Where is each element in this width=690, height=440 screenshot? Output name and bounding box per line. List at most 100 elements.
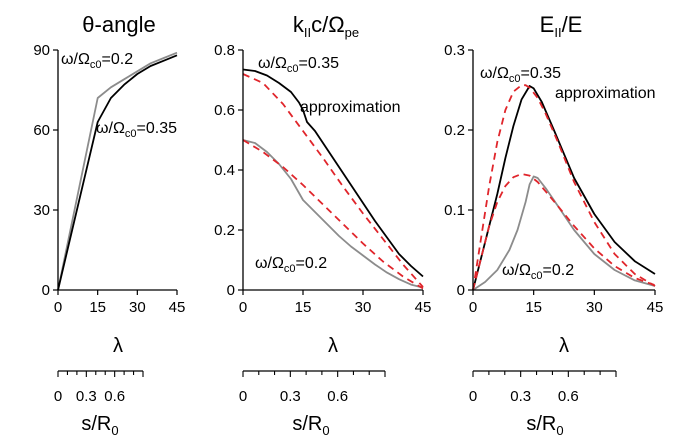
y-tick-label: 90 <box>33 42 50 59</box>
panel-e-parallel: EII/E 00.10.20.30 15 30 45 λ ω/Ωc0=0.35 app… <box>444 12 663 438</box>
secondary-tick-label: 0.6 <box>327 388 348 405</box>
annotation-omega-0.2: ω/Ωc0=0.2 <box>61 51 133 71</box>
x-tick-label: 15 <box>89 299 106 316</box>
y-tick-label: 0.2 <box>444 122 465 139</box>
x-tick-label: 45 <box>415 299 432 316</box>
y-tick-label: 30 <box>33 202 50 219</box>
annotation-approximation: approximation <box>300 99 401 116</box>
annotation-omega-0.35: ω/Ωc0=0.35 <box>480 65 561 85</box>
y-tick-label: 0.6 <box>214 102 235 119</box>
secondary-axis: 0 0.3 0.6 <box>239 370 386 405</box>
secondary-tick-label: 0.3 <box>510 388 531 405</box>
panel-title-main: E <box>540 12 555 37</box>
annotation-suffix: =0.2 <box>102 51 134 68</box>
y-tick-label: 0.4 <box>214 162 235 179</box>
secondary-tick-label: 0.3 <box>76 388 97 405</box>
x-tick-label: 30 <box>129 299 146 316</box>
annotation-sub: c0 <box>125 128 137 140</box>
series-line-red-dashed <box>472 173 656 291</box>
x-tick-label: 45 <box>169 299 186 316</box>
x-tick-label: 15 <box>295 299 312 316</box>
panel-title: kIIc/Ωpe <box>293 12 359 40</box>
secondary-axis-label: s/R0 <box>81 413 118 438</box>
y-tick-label: 0.3 <box>444 42 465 59</box>
y-tick-label: 0 <box>227 282 235 299</box>
x-tick-label: 30 <box>355 299 372 316</box>
x-tick-label: 0 <box>469 299 477 316</box>
secondary-axis: 0 0.3 0.6 <box>54 370 144 405</box>
y-tick-label: 0 <box>42 282 50 299</box>
y-tick-label: 0.1 <box>444 202 465 219</box>
y-tick-label: 0.8 <box>214 42 235 59</box>
panel-title-main: k <box>293 12 305 37</box>
panel-title: EII/E <box>540 12 583 40</box>
x-tick-label: 15 <box>525 299 542 316</box>
plot-area <box>57 51 178 291</box>
annotation-suffix: =0.35 <box>299 55 340 72</box>
series-line-gray-solid <box>57 51 178 291</box>
annotation-suffix: =0.2 <box>543 262 575 279</box>
annotation-suffix: =0.35 <box>137 120 178 137</box>
series-line-red-dashed <box>472 84 656 291</box>
annotation-prefix: ω/Ω <box>502 262 531 279</box>
secondary-tick-label: 0 <box>239 388 247 405</box>
secondary-axis-label: s/R0 <box>292 413 329 438</box>
series-line-red-dashed <box>242 73 424 288</box>
panel-k-parallel: kIIc/Ωpe 00.20.40.60.80 15 30 45 λ ω/Ωc0=0.… <box>214 12 431 438</box>
secondary-tick-label: 0.6 <box>104 388 125 405</box>
annotation-suffix: =0.2 <box>296 255 328 272</box>
plot-area <box>242 68 424 290</box>
x-axis-label: λ <box>559 335 569 357</box>
ticks: 0 0.2 0.4 0.6 0.8 0 15 30 45 <box>214 42 431 316</box>
annotation-sub: c0 <box>509 73 521 85</box>
secondary-axis-label-sub: 0 <box>111 423 118 438</box>
annotation-prefix: ω/Ω <box>96 120 125 137</box>
x-tick-label: 30 <box>586 299 603 316</box>
annotation-omega-0.2: ω/Ωc0=0.2 <box>255 255 327 275</box>
annotation-prefix: ω/Ω <box>480 65 509 82</box>
x-tick-label: 0 <box>239 299 247 316</box>
x-axis-label: λ <box>113 335 123 357</box>
annotation-prefix: ω/Ω <box>258 55 287 72</box>
annotation-sub: c0 <box>284 263 296 275</box>
panel-title: θ-angle <box>82 12 155 37</box>
panel-title-sub1: II <box>304 25 311 40</box>
annotation-omega-0.35: ω/Ωc0=0.35 <box>96 120 177 140</box>
secondary-tick-label: 0.6 <box>558 388 579 405</box>
x-tick-label: 0 <box>54 299 62 316</box>
panel-title-sub2: pe <box>345 25 359 40</box>
annotation-prefix: ω/Ω <box>61 51 90 68</box>
series-line-gray-solid <box>242 139 424 289</box>
plot-area <box>472 84 656 291</box>
secondary-tick-label: 0 <box>54 388 62 405</box>
annotation-sub: c0 <box>531 270 543 282</box>
x-tick-label: 45 <box>647 299 664 316</box>
annotation-omega-0.2: ω/Ωc0=0.2 <box>502 262 574 282</box>
ticks: 0 0.1 0.2 0.3 0 15 30 45 <box>444 42 663 316</box>
secondary-axis-label-sub: 0 <box>556 423 563 438</box>
series-line-gray-solid <box>472 175 656 291</box>
series-line-black-solid <box>57 54 178 291</box>
annotation-omega-0.35: ω/Ωc0=0.35 <box>258 55 339 75</box>
panel-title-suffix: /E <box>562 12 583 37</box>
y-tick-label: 0 <box>457 282 465 299</box>
annotation-sub: c0 <box>90 59 102 71</box>
series-line-black-solid <box>472 85 656 291</box>
x-axis-label: λ <box>328 335 338 357</box>
series-line-black-solid <box>242 68 424 278</box>
secondary-axis-label: s/R0 <box>526 413 563 438</box>
panel-title-mid: c/Ω <box>311 12 345 37</box>
annotation-approximation: approximation <box>555 85 656 102</box>
y-tick-label: 60 <box>33 122 50 139</box>
secondary-tick-label: 0 <box>469 388 477 405</box>
secondary-axis: 0 0.3 0.6 <box>469 370 617 405</box>
secondary-tick-label: 0.3 <box>280 388 301 405</box>
series-line-red-dashed <box>242 139 424 290</box>
y-tick-label: 0.2 <box>214 222 235 239</box>
annotation-prefix: ω/Ω <box>255 255 284 272</box>
secondary-axis-label-sub: 0 <box>322 423 329 438</box>
ticks: 0 30 60 90 0 15 30 45 <box>33 42 185 316</box>
annotation-suffix: =0.35 <box>521 65 562 82</box>
